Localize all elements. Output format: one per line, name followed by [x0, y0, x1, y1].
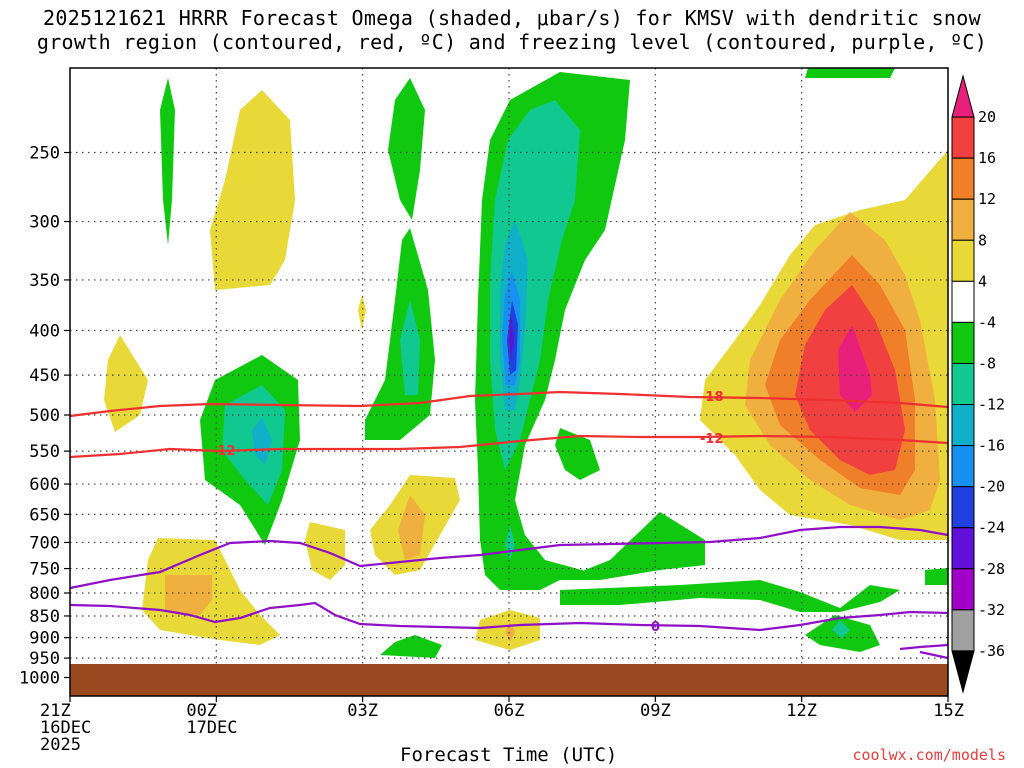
x-tick-label: 00Z: [186, 701, 217, 721]
omega-region-neg8: [805, 68, 895, 78]
omega-region-neg12: [400, 300, 420, 395]
colorbar-swatch: [951, 157, 975, 200]
omega-shading: [104, 68, 948, 658]
ground-mask: [70, 664, 948, 696]
y-tick-label: 850: [29, 607, 60, 627]
colorbar: 20 16 12 8 4 -4 -8 -12 -16 -20 -24 -28 -32 -36: [951, 74, 1005, 694]
colorbar-swatch: [951, 404, 975, 447]
y-tick-label: 450: [29, 366, 60, 386]
colorbar-swatch: [951, 198, 975, 241]
grid: [70, 68, 948, 664]
omega-region-neg28: [509, 312, 514, 360]
x-tick-label: 06Z: [494, 701, 525, 721]
colorbar-level-label: -12: [978, 396, 1005, 414]
chart-title-line2: growth region (contoured, red, ºC) and f…: [36, 30, 988, 54]
colorbar-level-label: -8: [978, 354, 996, 372]
y-tick-label: 950: [29, 649, 60, 669]
colorbar-level-label: -16: [978, 437, 1005, 455]
colorbar-swatch: [951, 609, 975, 652]
omega-region-neg8: [555, 428, 600, 480]
x-tick-label: 09Z: [640, 701, 671, 721]
y-tick-label: 700: [29, 533, 60, 553]
colorbar-swatch: [951, 568, 975, 611]
freezing-contour-small: [899, 643, 948, 660]
x-tick-label: 17DEC: [186, 718, 237, 738]
omega-region-neg8: [380, 635, 442, 658]
watermark: coolwx.com/models: [852, 746, 1006, 764]
freezing-contour-upper: [70, 525, 948, 590]
colorbar-level-label: -24: [978, 519, 1005, 537]
colorbar-level-label: 16: [978, 149, 996, 167]
chart-title-line1: 2025121621 HRRR Forecast Omega (shaded, …: [43, 6, 981, 30]
y-tick-label: 250: [29, 144, 60, 164]
colorbar-swatch: [951, 116, 975, 159]
x-tick-label: 21Z: [40, 701, 71, 721]
y-tick-label: 1000: [19, 669, 60, 689]
colorbar-swatch: [951, 486, 975, 529]
omega-region-neg8: [388, 78, 425, 220]
x-tick-label: 03Z: [347, 701, 378, 721]
dgz-contour-lower: [70, 434, 948, 459]
y-tick-label: 400: [29, 322, 60, 342]
colorbar-level-label: 12: [978, 190, 996, 208]
omega-region-pos8: [398, 495, 425, 560]
dgz-lower-label-right: -12: [700, 432, 724, 447]
chart-title: 2025121621 HRRR Forecast Omega (shaded, …: [0, 6, 1024, 54]
omega-region-neg12: [832, 620, 850, 638]
y-tick-label: 300: [29, 213, 60, 233]
colorbar-level-label: 8: [978, 231, 987, 249]
omega-region-pos4: [210, 90, 295, 290]
colorbar-swatch: [951, 74, 975, 118]
omega-region-neg8: [160, 78, 175, 245]
colorbar-level-label: 20: [978, 108, 996, 126]
colorbar-level-label: -28: [978, 560, 1005, 578]
colorbar-swatch: [951, 650, 975, 694]
colorbar-swatch: [951, 527, 975, 570]
dgz-upper-label: -18: [700, 390, 724, 405]
colorbar-swatch: [951, 362, 975, 406]
colorbar-level-label: 4: [978, 272, 987, 290]
y-tick-label: 800: [29, 584, 60, 604]
y-tick-label: 600: [29, 475, 60, 495]
y-tick-label: 750: [29, 560, 60, 580]
omega-region-pos4: [358, 295, 366, 330]
plot-area: -18 -12 -12 0: [70, 68, 948, 696]
colorbar-swatch: [951, 239, 975, 282]
freezing-label: 0: [651, 620, 660, 635]
omega-region-pos8: [165, 575, 212, 615]
dgz-contour-upper: [70, 390, 948, 418]
y-tick-label: 900: [29, 629, 60, 649]
x-axis-title: Forecast Time (UTC): [400, 744, 618, 766]
omega-region-pos20: [838, 325, 872, 412]
omega-region-neg16: [252, 418, 272, 465]
colorbar-level-label: -36: [978, 642, 1005, 660]
y-tick-label: 550: [29, 442, 60, 462]
colorbar-swatch: [951, 321, 975, 364]
y-tick-label: 500: [29, 406, 60, 426]
colorbar-swatch: [951, 280, 975, 323]
y-tick-label: 350: [29, 271, 60, 291]
x-tick-label: 2025: [40, 735, 81, 755]
x-tick-label: 15Z: [933, 701, 964, 721]
x-tick-label: 16DEC: [40, 718, 91, 738]
dgz-lower-label-left: -12: [212, 444, 236, 459]
colorbar-level-label: -20: [978, 478, 1005, 496]
colorbar-level-label: -4: [978, 313, 996, 331]
omega-region-neg8: [925, 568, 948, 585]
colorbar-swatch: [951, 445, 975, 488]
omega-region-neg8: [560, 512, 900, 612]
colorbar-level-label: -32: [978, 601, 1005, 619]
y-axis: 2503003504004505005506006507007508008509…: [19, 144, 70, 689]
x-tick-label: 12Z: [786, 701, 817, 721]
freezing-contour-lower: [70, 601, 948, 632]
y-tick-label: 650: [29, 505, 60, 525]
